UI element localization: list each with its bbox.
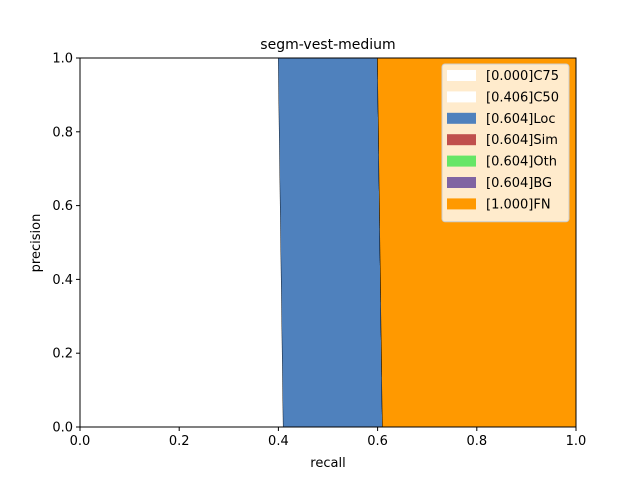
legend-label: [0.604]Loc — [486, 112, 555, 127]
y-tick-label: 0.2 — [52, 347, 73, 362]
x-tick-label: 0.6 — [367, 434, 388, 449]
legend-swatch — [447, 177, 476, 188]
y-axis: 0.0 0.2 0.4 0.6 0.8 1.0 — [52, 52, 80, 436]
x-axis: 0.0 0.2 0.4 0.6 0.8 1.0 — [70, 427, 587, 449]
y-tick-label: 1.0 — [52, 52, 73, 67]
legend-swatch — [447, 112, 476, 124]
area--0-406-c50 — [80, 58, 284, 427]
y-axis-label: precision — [29, 214, 44, 273]
legend-label: [0.000]C75 — [486, 69, 559, 84]
x-tick-label: 0.2 — [169, 434, 190, 449]
y-tick-label: 0.4 — [52, 273, 73, 288]
legend-label: [1.000]FN — [486, 197, 551, 212]
legend-label: [0.406]C50 — [486, 90, 559, 105]
area--0-604-loc — [278, 58, 383, 427]
x-tick-label: 0.0 — [70, 434, 91, 449]
legend: [0.000]C75 [0.406]C50 [0.604]Loc [0.604]Sim… — [441, 63, 570, 223]
x-axis-label: recall — [310, 456, 345, 471]
y-tick-label: 0.6 — [52, 199, 73, 214]
legend-swatch — [447, 198, 476, 210]
legend-swatch — [447, 134, 476, 146]
legend-swatch — [447, 91, 476, 103]
legend-swatch — [447, 155, 476, 167]
x-tick-label: 1.0 — [566, 434, 587, 449]
y-tick-label: 0.8 — [52, 125, 73, 140]
legend-label: [0.604]BG — [486, 176, 552, 191]
plot-frame — [79, 57, 577, 428]
legend-swatch — [447, 70, 476, 81]
legend-label: [0.604]Sim — [486, 133, 558, 148]
legend-label: [0.604]Oth — [486, 155, 557, 170]
chart-title: segm-vest-medium — [260, 37, 395, 53]
x-tick-label: 0.8 — [466, 434, 487, 449]
x-tick-label: 0.4 — [268, 434, 289, 449]
y-tick-label: 0.0 — [52, 421, 73, 436]
